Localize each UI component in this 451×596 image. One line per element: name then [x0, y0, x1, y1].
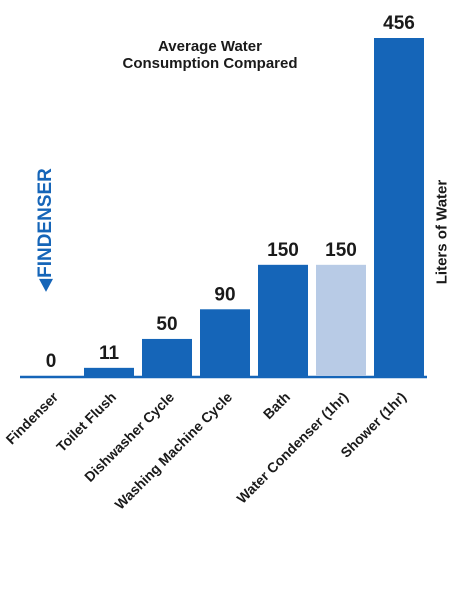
data-label: 90	[214, 284, 235, 305]
category-label: Washing Machine Cycle	[111, 389, 235, 513]
chart-title: Average Water Consumption Compared	[95, 38, 325, 72]
data-label: 150	[267, 240, 299, 261]
chart-title-line-1: Average Water	[158, 38, 262, 55]
findenser-brand-label: FINDENSER	[35, 168, 57, 292]
bar	[84, 367, 134, 376]
data-label: 150	[325, 240, 357, 261]
data-label: 456	[383, 13, 415, 34]
data-label: 11	[99, 343, 120, 364]
findenser-brand-text: FINDENSER	[35, 168, 56, 278]
data-label: 50	[156, 314, 177, 335]
category-label: Bath	[260, 389, 293, 422]
chart-title-line-2: Consumption Compared	[122, 55, 298, 72]
bar	[316, 264, 366, 376]
bar	[200, 309, 250, 376]
category-label: Water Condenser (1hr)	[233, 389, 351, 507]
y-axis-label: Liters of Water	[433, 179, 451, 285]
arrow-left-icon	[39, 278, 53, 292]
bar	[258, 264, 308, 376]
data-label: 0	[46, 351, 57, 372]
category-label: Findenser	[2, 388, 61, 447]
bar	[374, 38, 424, 376]
bar	[142, 338, 192, 376]
